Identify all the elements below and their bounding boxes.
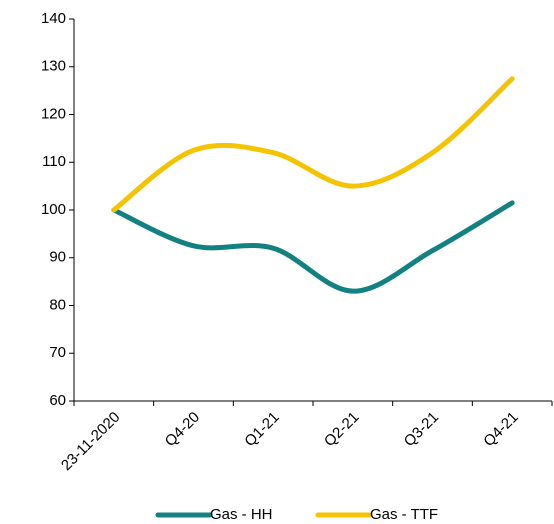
y-tick-label: 110 (42, 153, 66, 170)
x-tick-label: Q2-21 (321, 409, 363, 451)
x-tick-label: Q4-20 (162, 409, 204, 451)
x-tick-label: Q4-21 (480, 409, 522, 451)
y-tick-label: 130 (41, 58, 66, 75)
y-tick-label: 120 (41, 105, 66, 122)
x-tick-label: 23-11-2020 (58, 409, 123, 474)
y-tick-label: 70 (49, 344, 66, 361)
y-tick-label: 60 (49, 392, 66, 409)
series-line (111, 200, 515, 294)
y-tick-label: 90 (49, 249, 66, 266)
x-tick-label: Q3-21 (401, 409, 443, 451)
x-tick-label: Q1-21 (241, 409, 283, 451)
y-tick-label: 80 (49, 296, 66, 313)
series-line (111, 76, 515, 213)
y-tick-label: 140 (41, 10, 66, 27)
legend-label: Gas - HH (210, 506, 273, 523)
y-tick-label: 100 (41, 201, 66, 218)
legend-label: Gas - TTF (370, 506, 438, 523)
